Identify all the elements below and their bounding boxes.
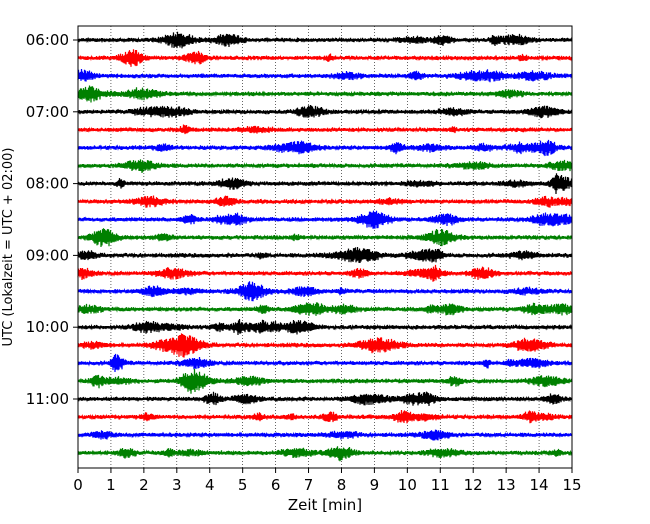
trace-row-9 bbox=[77, 173, 573, 195]
x-tick-label: 11 bbox=[431, 476, 450, 494]
y-axis-label: UTC (Lokalzeit = UTC + 02:00) bbox=[1, 148, 16, 347]
trace-row-5 bbox=[77, 104, 573, 119]
trace-row-10 bbox=[77, 195, 573, 208]
x-tick-label: 14 bbox=[530, 476, 549, 494]
trace-row-4 bbox=[77, 85, 573, 103]
y-tick-label: 06:00 bbox=[26, 31, 69, 49]
x-axis-label: Zeit [min] bbox=[288, 496, 362, 514]
trace-row-19 bbox=[77, 353, 573, 372]
plot-frame bbox=[77, 25, 573, 469]
y-tick-label: 09:00 bbox=[26, 246, 69, 264]
y-axis: 06:00 07:00 08:00 09:00 10:00 11:00 bbox=[26, 31, 78, 408]
x-tick-label: 10 bbox=[398, 476, 417, 494]
trace-row-21 bbox=[77, 391, 573, 406]
trace-row-22 bbox=[77, 410, 573, 424]
trace-row-1 bbox=[77, 31, 573, 49]
plot-background bbox=[78, 26, 572, 468]
trace-row-16 bbox=[77, 302, 573, 316]
x-tick-label: 13 bbox=[497, 476, 516, 494]
x-tick-label: 12 bbox=[464, 476, 483, 494]
x-tick-label: 4 bbox=[205, 476, 215, 494]
x-tick-label: 7 bbox=[304, 476, 314, 494]
x-tick-label: 15 bbox=[562, 476, 581, 494]
x-tick-label: 9 bbox=[370, 476, 380, 494]
x-tick-label: 5 bbox=[238, 476, 248, 494]
trace-row-6 bbox=[77, 124, 573, 135]
trace-row-24 bbox=[77, 446, 573, 462]
x-tick-label: 3 bbox=[172, 476, 182, 494]
trace-row-2 bbox=[77, 49, 573, 67]
y-tick-label: 07:00 bbox=[26, 103, 69, 121]
trace-row-17 bbox=[77, 318, 573, 336]
traces-layer bbox=[77, 31, 573, 462]
y-tick-label: 11:00 bbox=[26, 390, 69, 408]
trace-row-20 bbox=[77, 368, 573, 394]
trace-row-15 bbox=[77, 281, 573, 302]
trace-row-8 bbox=[77, 159, 573, 173]
x-tick-label: 8 bbox=[337, 476, 347, 494]
trace-row-13 bbox=[77, 246, 573, 263]
x-tick-label: 0 bbox=[73, 476, 83, 494]
trace-row-7 bbox=[77, 139, 573, 157]
y-tick-label: 10:00 bbox=[26, 318, 69, 336]
x-tick-label: 1 bbox=[106, 476, 116, 494]
x-axis: 0 1 2 3 4 5 6 7 8 9 10 11 12 13 14 15 bbox=[73, 468, 582, 494]
y-tick-label: 08:00 bbox=[26, 175, 69, 193]
trace-row-12 bbox=[77, 228, 573, 248]
trace-row-14 bbox=[77, 264, 573, 282]
trace-row-23 bbox=[77, 429, 573, 441]
trace-row-18 bbox=[77, 333, 573, 358]
trace-row-3 bbox=[77, 69, 573, 83]
trace-row-11 bbox=[77, 210, 573, 229]
x-tick-label: 6 bbox=[271, 476, 281, 494]
x-tick-label: 2 bbox=[139, 476, 149, 494]
